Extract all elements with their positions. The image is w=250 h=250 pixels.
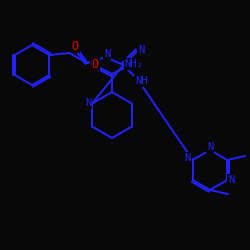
Text: NH₂: NH₂ [124,59,144,69]
Text: N: N [184,153,191,163]
Text: N: N [138,45,144,55]
Text: N: N [85,98,91,108]
Text: NH: NH [135,76,147,86]
Text: N: N [207,142,213,152]
Text: O: O [72,40,79,52]
Text: N: N [228,175,234,185]
Text: O: O [92,58,98,70]
Text: N: N [104,49,110,59]
